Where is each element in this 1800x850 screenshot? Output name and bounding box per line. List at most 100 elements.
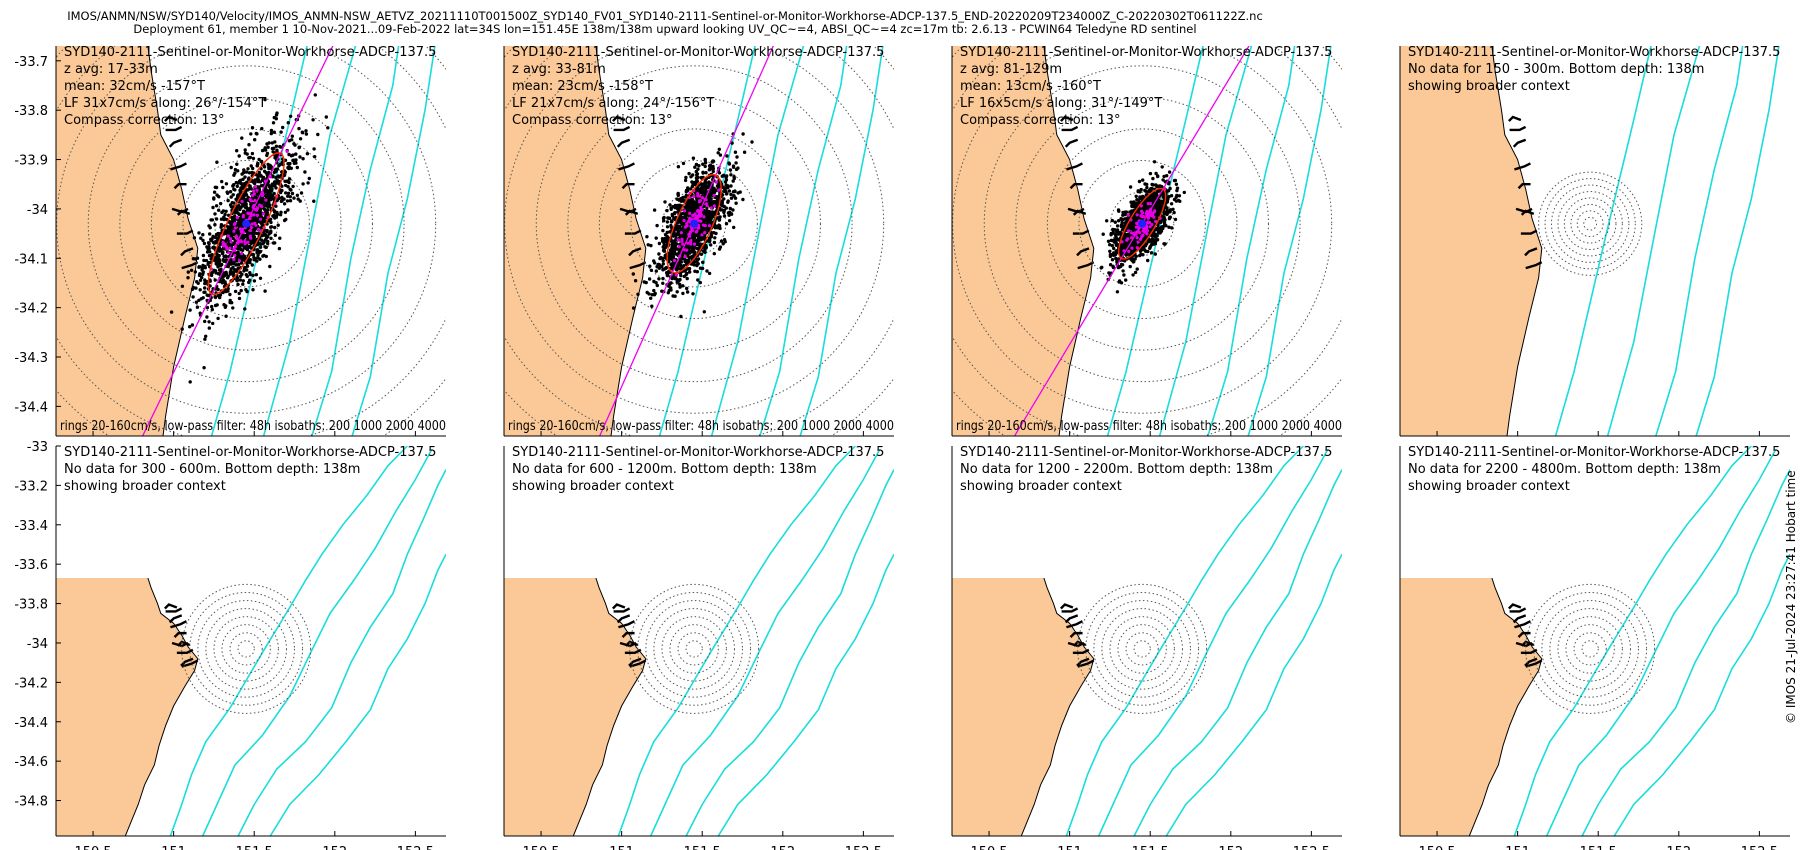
velocity-point bbox=[242, 193, 246, 198]
velocity-point bbox=[284, 217, 288, 222]
velocity-point bbox=[703, 247, 707, 252]
velocity-point bbox=[246, 167, 250, 171]
lowpass-point bbox=[1135, 246, 1139, 250]
velocity-point bbox=[252, 240, 256, 245]
velocity-point bbox=[714, 231, 718, 236]
velocity-point bbox=[193, 257, 198, 261]
velocity-point bbox=[1156, 184, 1160, 188]
velocity-point bbox=[233, 188, 237, 192]
velocity-point bbox=[684, 175, 688, 180]
velocity-point bbox=[203, 337, 207, 341]
lowpass-point bbox=[1135, 221, 1139, 225]
lowpass-point bbox=[682, 209, 687, 213]
velocity-point bbox=[1173, 217, 1178, 222]
velocity-point bbox=[221, 209, 226, 213]
velocity-point bbox=[1128, 264, 1132, 269]
isobath-4000m bbox=[1613, 553, 1790, 836]
velocity-point bbox=[226, 227, 230, 232]
velocity-point bbox=[665, 225, 670, 229]
velocity-point bbox=[198, 278, 203, 282]
isobath-200m bbox=[658, 46, 756, 436]
velocity-point bbox=[689, 249, 694, 254]
plot-area bbox=[1400, 446, 1790, 836]
velocity-point bbox=[247, 176, 251, 180]
x-tick-label: 151.5 bbox=[1580, 845, 1617, 850]
ring-100cm-s bbox=[653, 608, 735, 690]
velocity-point bbox=[657, 252, 661, 256]
velocity-point bbox=[1178, 199, 1182, 203]
velocity-point bbox=[650, 293, 654, 297]
ring-80cm-s bbox=[661, 616, 727, 682]
coastline bbox=[1468, 577, 1543, 836]
lowpass-point bbox=[248, 228, 253, 233]
velocity-point bbox=[695, 270, 699, 274]
velocity-point bbox=[312, 199, 316, 203]
velocity-point bbox=[678, 282, 682, 287]
estuary-inlet bbox=[1064, 138, 1079, 148]
velocity-point bbox=[232, 218, 237, 222]
velocity-point bbox=[1116, 219, 1121, 223]
velocity-point bbox=[1114, 241, 1119, 246]
lowpass-point bbox=[251, 193, 255, 197]
velocity-point bbox=[278, 144, 282, 149]
velocity-point bbox=[688, 270, 692, 274]
estuary-inlet bbox=[168, 138, 183, 148]
ring-160cm-s bbox=[1525, 583, 1656, 714]
lowpass-point bbox=[221, 240, 225, 245]
velocity-point bbox=[715, 198, 720, 202]
velocity-point bbox=[654, 236, 658, 240]
panel-footer: rings 20-160cm/s, low-pass filter: 48h i… bbox=[956, 419, 1342, 434]
velocity-point bbox=[251, 166, 255, 171]
velocity-point bbox=[741, 197, 745, 202]
panel-annotation: showing broader context bbox=[960, 479, 1122, 494]
velocity-point bbox=[215, 232, 219, 236]
velocity-point bbox=[734, 201, 738, 205]
velocity-point bbox=[239, 190, 243, 194]
mean-vector-marker bbox=[242, 219, 251, 228]
velocity-point bbox=[238, 278, 242, 282]
velocity-point bbox=[270, 196, 274, 200]
velocity-point bbox=[313, 93, 317, 97]
isobath-4000m bbox=[1165, 553, 1342, 836]
estuary-inlet bbox=[1525, 659, 1543, 668]
velocity-point bbox=[696, 167, 700, 171]
velocity-point bbox=[269, 220, 273, 225]
estuary-inlet bbox=[181, 261, 199, 270]
lowpass-point bbox=[1136, 240, 1140, 244]
velocity-point bbox=[1168, 186, 1172, 191]
velocity-point bbox=[725, 174, 729, 178]
lowpass-point bbox=[250, 222, 254, 226]
y-tick-label: -33.4 bbox=[14, 519, 48, 534]
velocity-point bbox=[211, 205, 215, 210]
y-tick-label: -34 bbox=[27, 637, 48, 652]
velocity-point bbox=[209, 273, 214, 278]
velocity-point bbox=[272, 191, 276, 196]
velocity-point bbox=[271, 150, 275, 154]
estuary-inlet bbox=[629, 261, 647, 270]
velocity-point bbox=[208, 232, 212, 236]
isobath-1000m bbox=[1606, 46, 1701, 436]
lowpass-point bbox=[1135, 236, 1139, 240]
velocity-point bbox=[262, 148, 266, 152]
velocity-point bbox=[215, 303, 219, 307]
velocity-point bbox=[1162, 174, 1166, 179]
velocity-point bbox=[1137, 179, 1142, 184]
lowpass-point bbox=[264, 198, 268, 202]
velocity-point bbox=[224, 231, 228, 236]
velocity-point bbox=[213, 278, 217, 282]
estuary-inlet bbox=[628, 657, 642, 667]
velocity-point bbox=[1169, 202, 1174, 206]
ring-40cm-s bbox=[630, 160, 758, 288]
velocity-point bbox=[691, 292, 695, 296]
lowpass-point bbox=[221, 243, 225, 247]
velocity-point bbox=[255, 132, 259, 136]
land-area bbox=[504, 578, 646, 836]
ring-120cm-s bbox=[1093, 600, 1191, 698]
velocity-point bbox=[1108, 263, 1113, 267]
panel-5: -34.8-34.6-34.4-34.2-34-33.8-33.6-33.4-3… bbox=[14, 440, 446, 850]
panel-6: 150.5151151.5152152.5SYD140-2111-Sentine… bbox=[503, 445, 894, 850]
lowpass-point bbox=[697, 226, 701, 230]
velocity-point bbox=[326, 126, 330, 130]
coastline bbox=[1491, 46, 1543, 436]
estuary-inlet bbox=[1509, 607, 1527, 613]
